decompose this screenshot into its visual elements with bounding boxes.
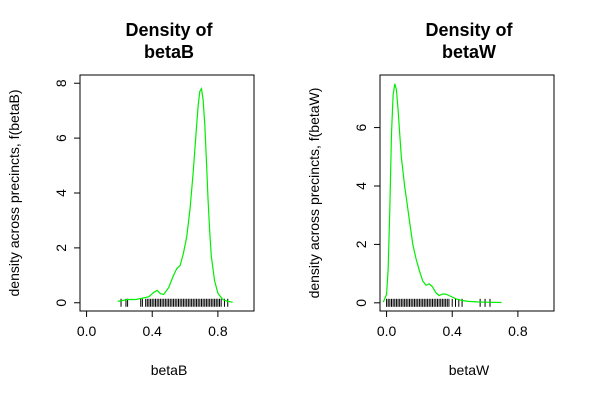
x-tick-label: 0.8 (208, 323, 228, 339)
density-line (117, 86, 233, 303)
x-tick-label: 0.0 (77, 323, 97, 339)
y-tick-label: 8 (53, 79, 69, 87)
density-line (382, 83, 502, 304)
plot-frame (379, 74, 555, 312)
chart-title-line1: Density of (125, 20, 213, 40)
y-tick-label: 0 (53, 299, 69, 307)
y-tick-label: 4 (53, 189, 69, 197)
x-axis-label: betaW (449, 362, 490, 378)
chart-title-line1: Density of (425, 20, 513, 40)
x-axis: 0.0 0.4 0.8 (377, 311, 528, 339)
y-tick-label: 6 (353, 123, 369, 131)
y-tick-label: 4 (353, 182, 369, 190)
chart-title-line2: betaW (442, 42, 496, 62)
x-tick-label: 0.4 (142, 323, 162, 339)
y-tick-label: 2 (353, 240, 369, 248)
x-tick-label: 0.0 (377, 323, 397, 339)
chart-title-line2: betaB (144, 42, 194, 62)
y-axis-label: density across precincts, f(betaB) (6, 90, 22, 297)
x-axis-label: betaB (151, 362, 188, 378)
y-axis-label: density across precincts, f(betaW) (306, 88, 322, 299)
x-tick-label: 0.4 (442, 323, 462, 339)
y-tick-label: 0 (353, 299, 369, 307)
plot-frame (79, 74, 255, 312)
panel-betaW: Density of betaW 0.0 0.4 0.8 0 2 4 6 betaW de… (306, 20, 555, 378)
y-axis: 0 2 4 6 8 (53, 79, 80, 307)
y-tick-label: 2 (53, 244, 69, 252)
x-axis: 0.0 0.4 0.8 (77, 311, 228, 339)
y-tick-label: 6 (53, 134, 69, 142)
x-tick-label: 0.8 (508, 323, 528, 339)
y-axis: 0 2 4 6 (353, 123, 380, 307)
rug-marks (386, 298, 491, 307)
panel-betaB: Density of betaB 0.0 0.4 0.8 0 2 4 6 8 betaB d… (6, 20, 255, 378)
rug-marks (120, 298, 229, 307)
